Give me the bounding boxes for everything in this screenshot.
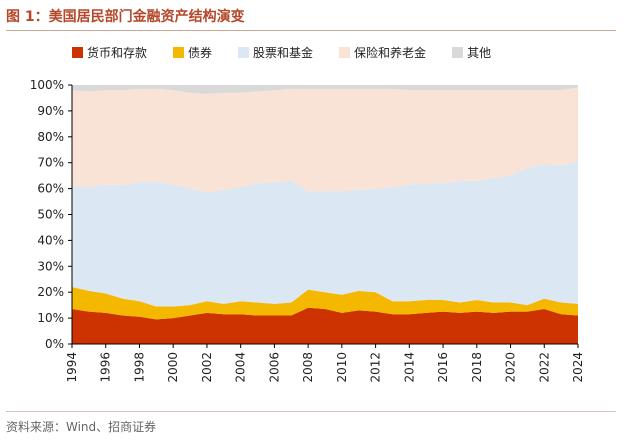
x-tick-label: 1994 bbox=[65, 352, 79, 383]
y-tick-label: 60% bbox=[37, 182, 64, 196]
y-tick-label: 0% bbox=[45, 337, 64, 351]
legend-item: 保险和养老金 bbox=[339, 44, 426, 61]
legend-swatch bbox=[339, 47, 351, 58]
source-divider bbox=[6, 411, 616, 412]
x-tick-label: 2024 bbox=[571, 352, 585, 383]
y-tick-label: 100% bbox=[30, 78, 64, 92]
series-area-3 bbox=[72, 161, 578, 307]
x-tick-label: 2014 bbox=[402, 352, 416, 383]
y-tick-label: 30% bbox=[37, 259, 64, 273]
legend-label: 货币和存款 bbox=[87, 46, 148, 60]
x-tick-label: 2006 bbox=[267, 352, 281, 383]
y-tick-label: 10% bbox=[37, 311, 64, 325]
legend-swatch bbox=[238, 47, 250, 58]
x-tick-label: 2000 bbox=[166, 352, 180, 383]
x-tick-label: 2012 bbox=[369, 352, 383, 383]
figure-title: 图 1：美国居民部门金融资产结构演变 bbox=[6, 9, 245, 25]
figure-source: 资料来源：Wind、招商证券 bbox=[6, 420, 157, 434]
x-tick-label: 2010 bbox=[335, 352, 349, 383]
legend-item: 债券 bbox=[173, 44, 212, 61]
title-divider bbox=[6, 30, 616, 31]
series-area-1 bbox=[72, 307, 578, 344]
legend-label: 其他 bbox=[467, 46, 492, 60]
x-tick-label: 2022 bbox=[537, 352, 551, 383]
y-tick-label: 20% bbox=[37, 285, 64, 299]
series-area-2 bbox=[72, 287, 578, 320]
x-tick-label: 2008 bbox=[301, 352, 315, 383]
chart-legend: 货币和存款 债券 股票和基金 保险和养老金 其他 bbox=[72, 44, 612, 61]
x-tick-label: 2018 bbox=[470, 352, 484, 383]
legend-swatch bbox=[452, 47, 464, 58]
y-tick-label: 70% bbox=[37, 156, 64, 170]
y-tick-label: 90% bbox=[37, 104, 64, 118]
x-tick-label: 1996 bbox=[99, 352, 113, 383]
y-tick-label: 40% bbox=[37, 233, 64, 247]
x-tick-label: 2004 bbox=[234, 352, 248, 383]
series-area-4 bbox=[72, 87, 578, 193]
x-tick-label: 2016 bbox=[436, 352, 450, 383]
legend-swatch bbox=[173, 47, 185, 58]
legend-item: 股票和基金 bbox=[238, 44, 313, 61]
y-tick-label: 80% bbox=[37, 130, 64, 144]
legend-label: 股票和基金 bbox=[253, 46, 314, 60]
legend-label: 保险和养老金 bbox=[354, 46, 427, 60]
x-tick-label: 2020 bbox=[504, 352, 518, 383]
legend-label: 债券 bbox=[188, 46, 213, 60]
x-tick-label: 2002 bbox=[200, 352, 214, 383]
series-area-5 bbox=[72, 85, 578, 95]
x-tick-label: 1998 bbox=[132, 352, 146, 383]
y-tick-label: 50% bbox=[37, 208, 64, 222]
legend-item: 其他 bbox=[452, 44, 491, 61]
legend-swatch bbox=[72, 47, 83, 58]
legend-item: 货币和存款 bbox=[72, 44, 147, 61]
